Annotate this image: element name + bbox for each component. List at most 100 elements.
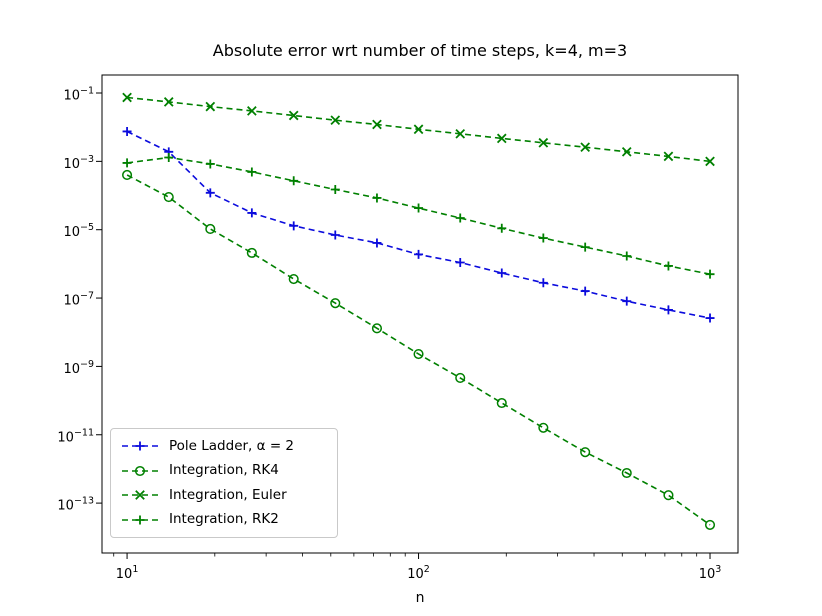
legend-label: Integration, RK2 [169, 511, 279, 527]
plus-marker-icon [538, 278, 548, 288]
series-integration-rk4 [122, 169, 716, 530]
plus-marker-icon [372, 238, 382, 248]
circle-marker-icon [330, 298, 341, 309]
series-integration-rk2 [122, 152, 715, 279]
circle-marker-icon [704, 519, 716, 530]
plus-marker-icon [414, 203, 424, 213]
legend-label: Integration, Euler [169, 486, 287, 503]
plus-marker-icon [663, 305, 673, 315]
series-markers-pole-ladder-2 [122, 126, 715, 323]
x-marker-icon [621, 146, 632, 157]
y-axis-tick-label: 10−1 [63, 86, 94, 104]
series-markers-integration-rk4 [122, 169, 716, 530]
plus-marker-icon [580, 286, 590, 296]
plus-marker-icon [205, 159, 215, 169]
plus-marker-icon [289, 176, 299, 186]
y-axis-tick-label: 10−7 [63, 291, 94, 309]
plus-marker-icon [372, 193, 382, 203]
chart-title: Absolute error wrt number of time steps,… [212, 41, 628, 60]
x-marker-icon [496, 133, 507, 144]
y-axis-tick-label: 10−11 [57, 427, 94, 445]
plus-marker-icon [135, 515, 145, 525]
circle-marker-icon [134, 465, 146, 476]
x-axis-tick-label: 101 [116, 564, 139, 582]
plus-marker-icon [622, 296, 632, 306]
x-marker-icon [413, 124, 424, 135]
legend-line-x-marker-icon [122, 490, 158, 501]
circle-marker-icon [413, 348, 424, 360]
x-axis-tick-label: 102 [407, 564, 430, 582]
circle-marker-icon [496, 397, 507, 409]
legend-item-integration-rk4: Integration, RK4 [120, 463, 328, 479]
plus-marker-icon [705, 269, 715, 279]
plus-marker-icon [455, 257, 465, 267]
legend-label: Pole Ladder, α = 2 [169, 437, 295, 454]
circle-marker-icon [122, 169, 133, 181]
x-marker-icon [247, 106, 257, 116]
plus-marker-icon [538, 233, 548, 243]
x-axis-label: n [415, 590, 425, 606]
circle-marker-icon [246, 247, 257, 258]
plus-marker-icon [247, 208, 257, 218]
circle-marker-icon [663, 490, 674, 501]
x-marker-icon [705, 156, 715, 167]
x-marker-icon [288, 110, 299, 121]
x-axis-tick-label: 103 [699, 564, 722, 582]
plus-marker-icon [205, 188, 215, 198]
plus-marker-icon [330, 185, 340, 195]
circle-marker-icon [163, 192, 174, 203]
x-marker-icon [372, 119, 382, 130]
plus-marker-icon [122, 158, 132, 168]
series-integration-euler [122, 92, 715, 167]
y-axis-tick-label: 10−3 [63, 154, 94, 172]
series-markers-integration-rk2 [122, 152, 715, 279]
x-marker-icon [538, 137, 549, 148]
circle-marker-icon [455, 372, 466, 383]
legend-line-plus-marker-icon [122, 515, 158, 525]
plus-marker-icon [247, 167, 257, 177]
plus-marker-icon [414, 249, 424, 259]
plus-marker-icon [330, 230, 340, 240]
series-line-integration-rk4 [126, 174, 711, 526]
plus-marker-icon [122, 126, 132, 136]
axes-frame [101, 74, 739, 554]
plus-marker-icon [663, 261, 673, 271]
x-marker-icon [330, 115, 341, 126]
circle-marker-icon [288, 273, 299, 285]
plus-marker-icon [289, 221, 299, 231]
x-marker-icon [135, 490, 145, 501]
legend-label: Integration, RK4 [169, 462, 279, 478]
circle-marker-icon [371, 323, 383, 334]
plus-marker-icon [135, 441, 145, 451]
x-marker-icon [163, 97, 174, 107]
series-pole-ladder-2 [122, 126, 715, 323]
y-axis-tick-label: 10−9 [63, 359, 94, 377]
plus-marker-icon [580, 242, 590, 252]
x-marker-icon [122, 92, 132, 103]
series-markers-integration-euler [122, 92, 715, 167]
circle-marker-icon [538, 422, 549, 433]
plus-marker-icon [497, 268, 507, 278]
x-marker-icon [205, 101, 216, 112]
x-marker-icon [455, 128, 466, 139]
circle-marker-icon [205, 223, 216, 235]
y-axis-tick-label: 10−5 [63, 222, 94, 240]
plus-marker-icon [705, 313, 715, 323]
x-marker-icon [663, 151, 674, 162]
circle-marker-icon [580, 447, 591, 458]
plus-marker-icon [164, 152, 174, 162]
legend-item-integration-rk2: Integration, RK2 [120, 512, 328, 528]
plus-marker-icon [622, 251, 632, 261]
legend-item-integration-euler: Integration, Euler [120, 487, 328, 503]
plus-marker-icon [455, 213, 465, 223]
plus-marker-icon [497, 223, 507, 233]
legend-line-plus-marker-icon [122, 441, 158, 451]
y-axis-tick-label: 10−13 [57, 496, 94, 514]
x-marker-icon [580, 142, 591, 153]
legend: Pole Ladder, α = 2 Integration, RK4 Inte… [110, 428, 338, 538]
series-line-pole-ladder-2 [126, 130, 711, 319]
circle-marker-icon [621, 467, 632, 479]
legend-item-pole-ladder: Pole Ladder, α = 2 [120, 438, 328, 454]
